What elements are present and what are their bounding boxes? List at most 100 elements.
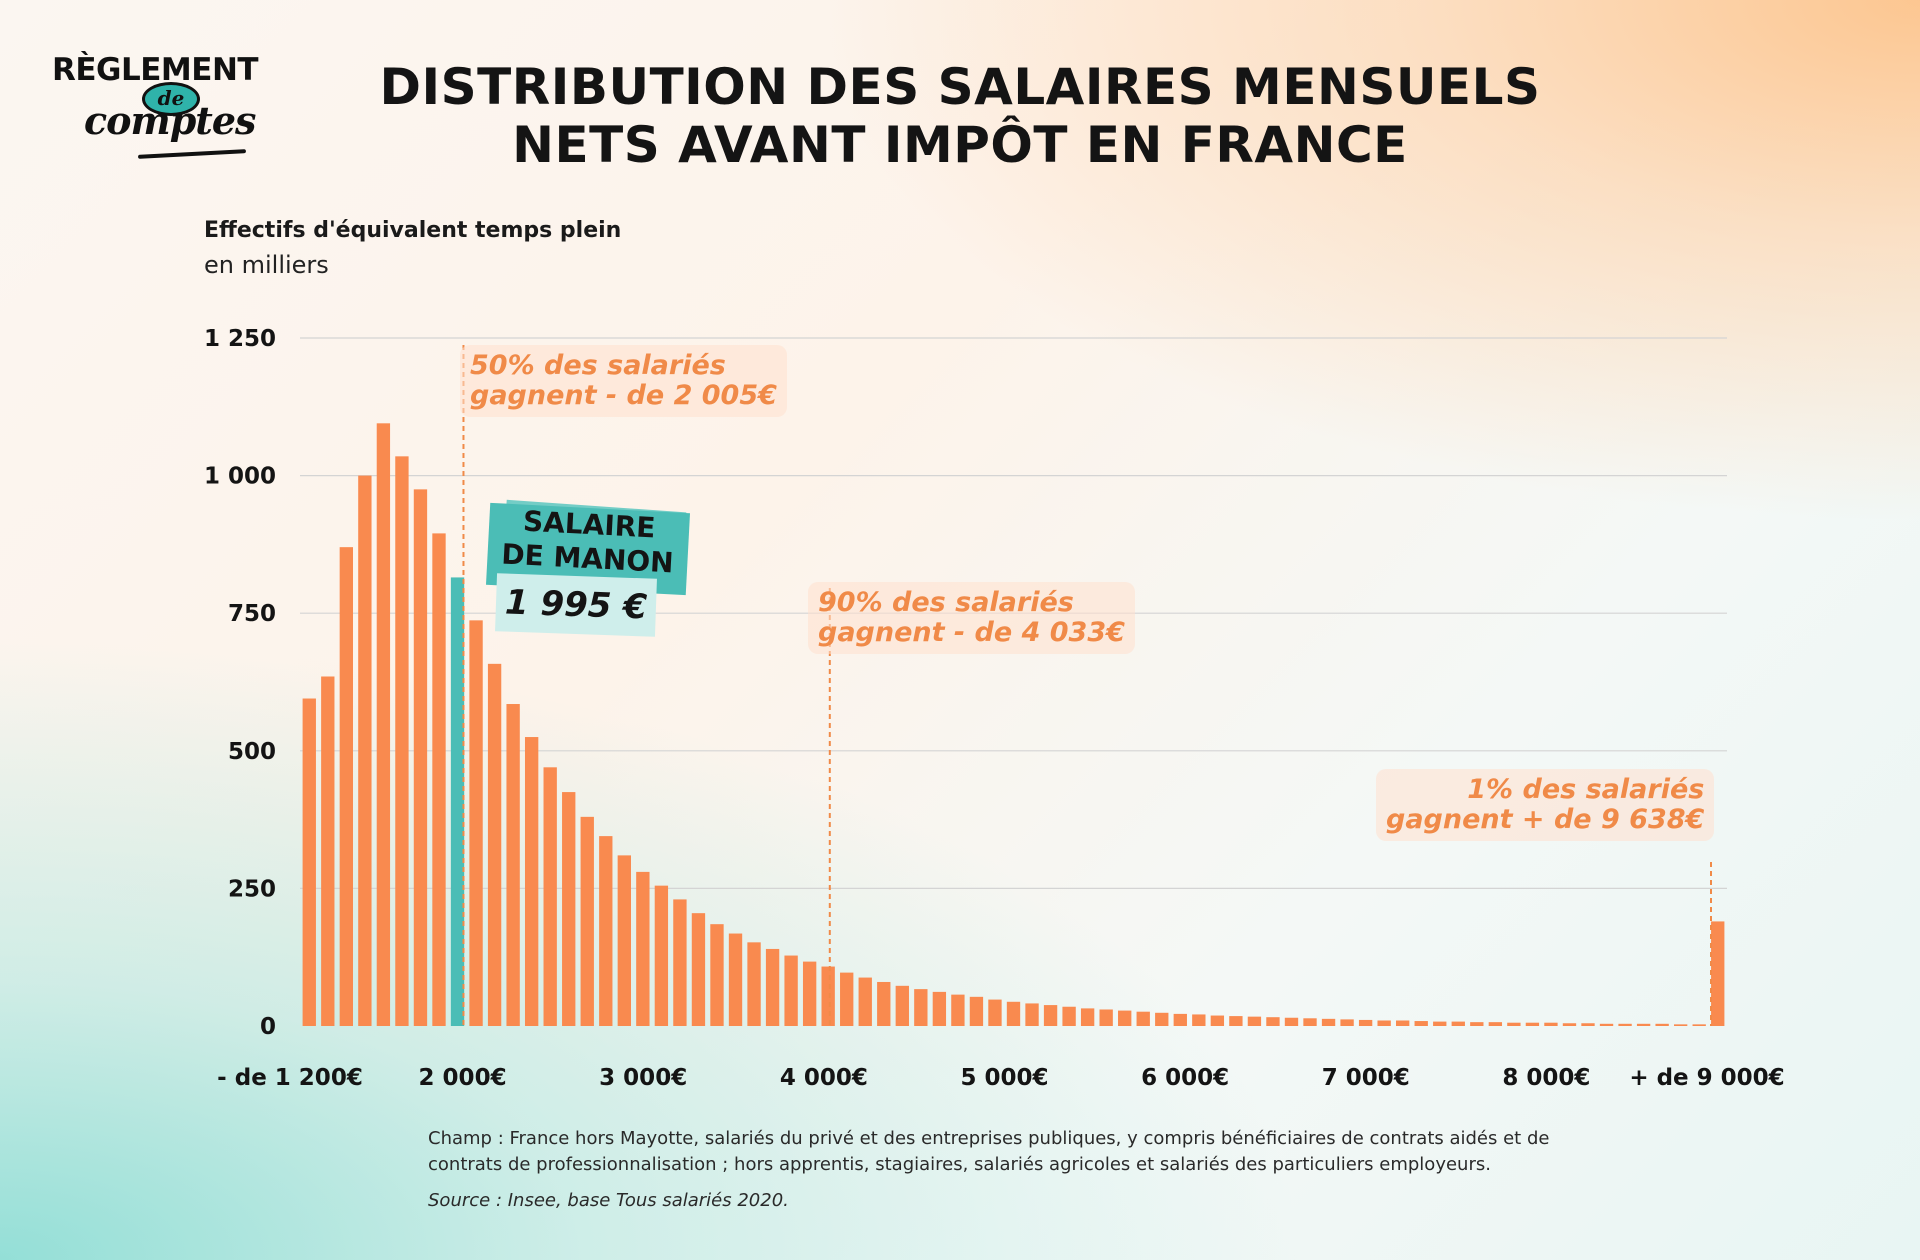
manon-salary-value: 1 995 €: [495, 573, 657, 637]
bar: [580, 816, 594, 1026]
median-callout-line1: 50% des salariés: [470, 350, 726, 381]
bar: [1136, 1011, 1150, 1026]
logo-text-de: de: [142, 82, 200, 116]
chart-title: DISTRIBUTION DES SALAIRES MENSUELS NETS …: [300, 58, 1620, 174]
bar-highlight: [450, 577, 465, 1026]
bar: [469, 620, 483, 1026]
bar: [321, 676, 335, 1026]
logo-text-top: RÈGLEMENT: [52, 52, 259, 88]
bar: [1247, 1016, 1262, 1026]
median-callout-line2: gagnent - de 2 005€: [470, 380, 777, 411]
bar: [1711, 921, 1725, 1026]
bar: [969, 996, 984, 1026]
bar: [821, 966, 835, 1026]
bar: [747, 942, 761, 1026]
bar: [1025, 1003, 1039, 1026]
bar: [1155, 1012, 1169, 1026]
bar: [302, 698, 316, 1026]
bar: [691, 913, 706, 1026]
y-tick-label: 1 250: [204, 326, 276, 352]
bar: [1562, 1023, 1577, 1026]
bar: [562, 792, 576, 1026]
chart-title-line2: NETS AVANT IMPÔT EN FRANCE: [512, 116, 1408, 174]
top1-callout: 1% des salariés gagnent + de 9 638€: [1376, 769, 1715, 841]
x-tick-label: + de 9 000€: [1629, 1065, 1784, 1091]
bar: [339, 547, 354, 1026]
p90-callout-line2: gagnent - de 4 033€: [818, 617, 1125, 648]
bar: [895, 985, 909, 1026]
bar: [932, 991, 947, 1026]
bar: [543, 767, 557, 1026]
y-tick-label: 500: [228, 739, 276, 765]
bar: [1581, 1023, 1595, 1026]
bar: [1266, 1017, 1280, 1026]
x-tick-label: 3 000€: [599, 1065, 687, 1091]
x-tick-label: 2 000€: [419, 1065, 507, 1091]
bar: [1507, 1022, 1521, 1026]
bar: [1599, 1023, 1614, 1026]
bar: [617, 855, 631, 1026]
x-tick-label: 6 000€: [1141, 1065, 1229, 1091]
bar: [765, 948, 780, 1026]
bar: [376, 423, 391, 1026]
bar: [358, 475, 372, 1027]
bar: [1655, 1023, 1669, 1026]
y-tick-label: 0: [260, 1014, 276, 1040]
logo-text-bottom: comptes: [84, 98, 256, 143]
bar: [524, 737, 539, 1026]
bar: [506, 704, 520, 1026]
y-axis-unit: en milliers: [204, 251, 329, 279]
bar: [1173, 1013, 1187, 1026]
bar: [710, 924, 724, 1026]
bar: [654, 885, 669, 1026]
footnote-source: Source : Insee, base Tous salariés 2020.: [428, 1190, 789, 1211]
bar: [1396, 1020, 1410, 1026]
y-axis-label: Effectifs d'équivalent temps plein: [204, 218, 622, 243]
bar: [1321, 1018, 1336, 1026]
y-tick-label: 1 000: [204, 464, 276, 490]
bar: [1303, 1018, 1317, 1026]
bar: [1229, 1016, 1243, 1026]
median-callout: 50% des salariés gagnent - de 2 005€: [460, 345, 787, 417]
bar: [988, 999, 1002, 1026]
bar: [1192, 1014, 1206, 1026]
brand-logo: RÈGLEMENT de comptes: [48, 52, 308, 162]
bar: [1470, 1022, 1484, 1026]
bar: [1451, 1021, 1465, 1026]
p90-callout: 90% des salariés gagnent - de 4 033€: [808, 582, 1135, 654]
bar: [1080, 1008, 1095, 1026]
bar: [877, 981, 891, 1026]
bar: [413, 489, 428, 1026]
x-tick-label: 7 000€: [1322, 1065, 1410, 1091]
bar: [1544, 1022, 1558, 1026]
bar: [1043, 1005, 1058, 1026]
bar: [951, 994, 965, 1026]
bar: [395, 456, 409, 1026]
bar: [1618, 1023, 1632, 1026]
bar: [599, 836, 613, 1026]
bar: [1006, 1001, 1021, 1026]
chart-title-line1: DISTRIBUTION DES SALAIRES MENSUELS: [379, 58, 1541, 116]
bar: [1433, 1021, 1447, 1026]
bar: [784, 955, 798, 1026]
bar: [1340, 1019, 1354, 1026]
x-tick-label: 4 000€: [780, 1065, 868, 1091]
y-tick-label: 750: [228, 601, 276, 627]
bar: [1692, 1024, 1706, 1026]
bar: [636, 871, 650, 1026]
bar: [1284, 1017, 1299, 1026]
bar: [1636, 1023, 1651, 1026]
bar: [1210, 1015, 1225, 1026]
x-tick-label: 8 000€: [1502, 1065, 1590, 1091]
bar: [1414, 1021, 1428, 1026]
bar: [1377, 1020, 1391, 1026]
bar: [858, 977, 872, 1026]
bar: [1488, 1022, 1503, 1026]
bar: [432, 533, 446, 1026]
bar: [1525, 1022, 1540, 1026]
bar: [1062, 1006, 1076, 1026]
top1-callout-line1: 1% des salariés: [1467, 774, 1705, 805]
bar: [914, 989, 928, 1026]
bar: [1099, 1009, 1113, 1026]
